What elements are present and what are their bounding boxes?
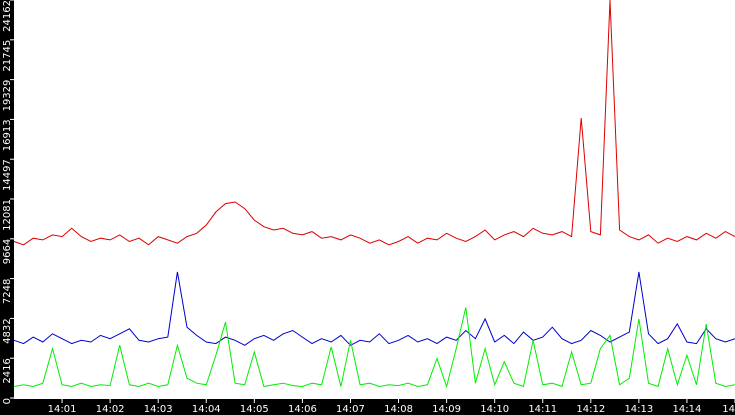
- series-line: [13, 307, 735, 389]
- x-tick-label: 14:01: [48, 404, 77, 415]
- x-tick-label: 14:02: [96, 404, 125, 415]
- x-tick-label: 14:11: [528, 404, 557, 415]
- y-tick-label: 0: [2, 398, 13, 404]
- x-tick-label: 14:13: [624, 404, 653, 415]
- x-tick-label: 14:06: [288, 404, 317, 415]
- x-tick-label: 14:03: [144, 404, 173, 415]
- x-tick-label: 14:10: [480, 404, 509, 415]
- y-tick-label: 16913: [2, 119, 13, 151]
- y-axis-strip: [0, 0, 14, 415]
- x-tick-label: 14:14: [673, 404, 702, 415]
- y-tick-label: 4832: [2, 318, 13, 343]
- x-tick-label: 14:12: [576, 404, 605, 415]
- y-tick-label: 2416: [2, 358, 13, 383]
- series-line: [13, 0, 735, 246]
- series-line: [13, 271, 735, 346]
- y-tick-label: 24162: [2, 0, 13, 32]
- y-tick-label: 19329: [2, 80, 13, 112]
- y-tick-label: 14497: [2, 159, 13, 191]
- x-axis-strip: [0, 399, 735, 415]
- x-tick-label: 14:08: [384, 404, 413, 415]
- y-tick-label: 12081: [2, 199, 13, 231]
- x-tick-label: 14: [722, 404, 735, 415]
- y-tick-label: 7248: [2, 279, 13, 304]
- y-tick-label: 9664: [2, 239, 13, 264]
- x-tick-label: 14:09: [432, 404, 461, 415]
- x-tick-label: 14:04: [192, 404, 221, 415]
- x-tick-label: 14:05: [240, 404, 269, 415]
- x-tick-label: 14:07: [336, 404, 365, 415]
- y-tick-label: 21745: [2, 40, 13, 72]
